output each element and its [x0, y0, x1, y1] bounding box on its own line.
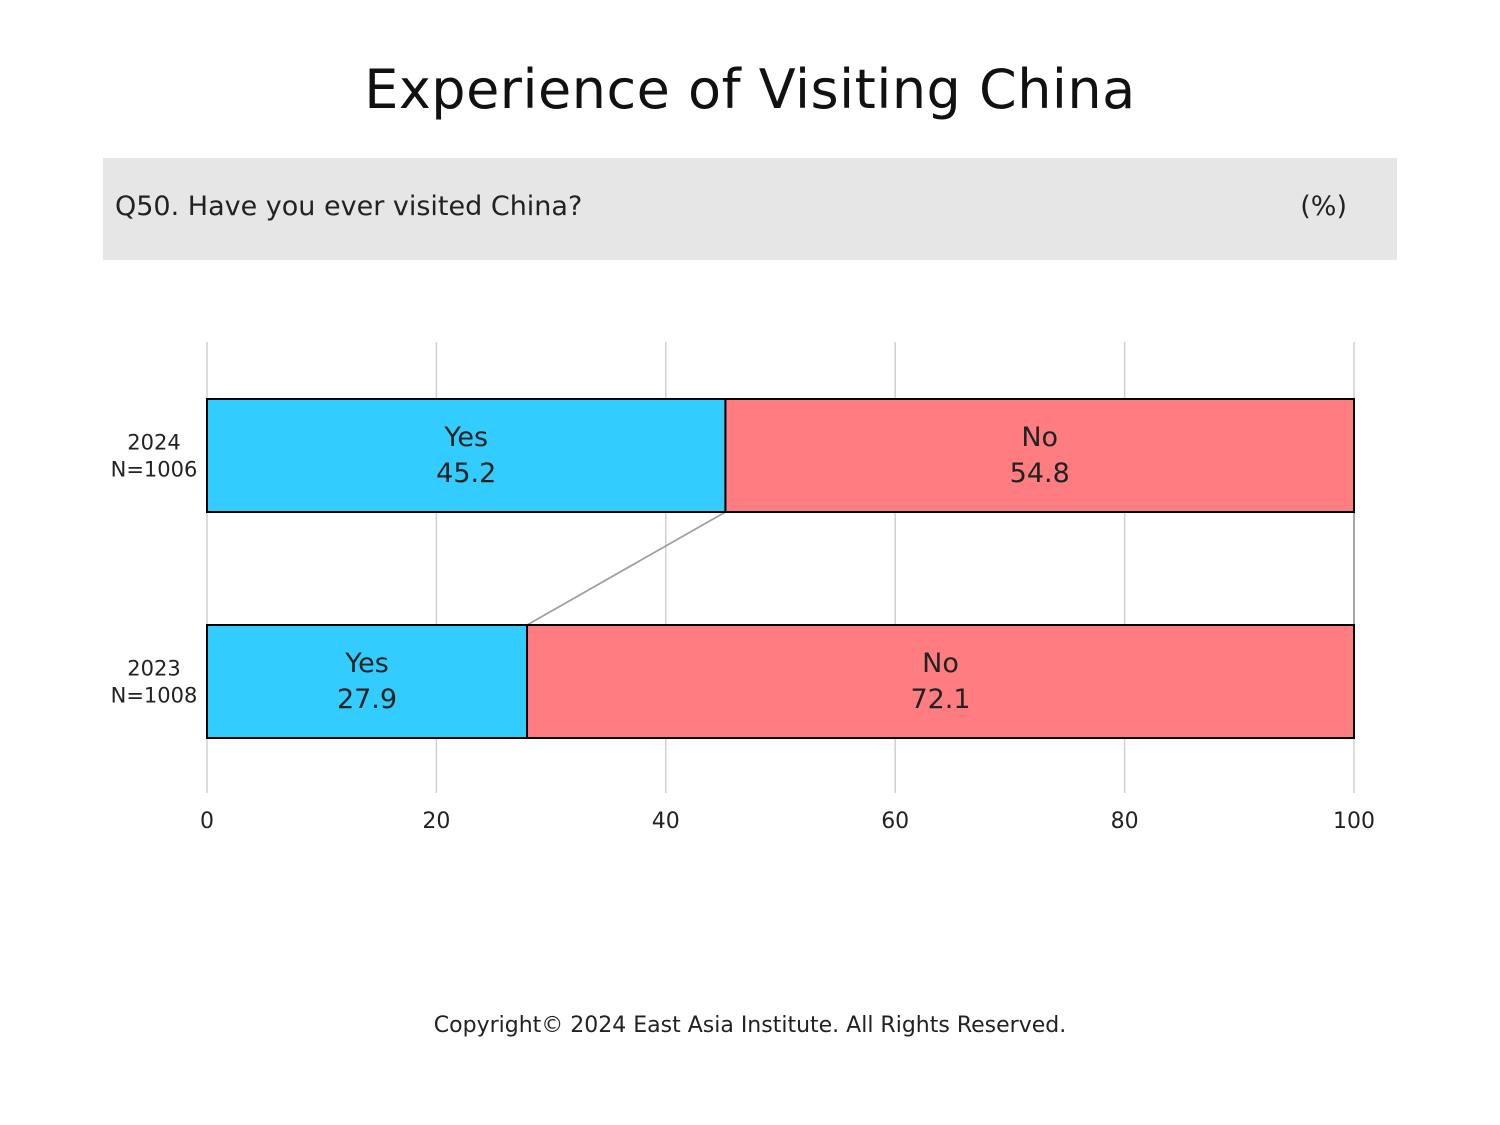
segment-label-yes-2024: Yes — [443, 422, 488, 453]
question-text: Q50. Have you ever visited China? — [115, 191, 583, 222]
x-tick-label-100: 100 — [1333, 809, 1375, 834]
bar-no-2024 — [724, 398, 1355, 513]
x-tick-label-0: 0 — [200, 809, 214, 834]
segment-label-yes-2023: Yes — [344, 648, 389, 679]
data-label-yes-2023: 27.9 — [337, 684, 397, 715]
segment-label-no-2024: No — [1021, 422, 1058, 453]
data-label-no-2023: 72.1 — [910, 684, 970, 715]
question-band: Q50. Have you ever visited China? (%) — [103, 158, 1397, 260]
category-label-n-2024: N=1006 — [111, 458, 198, 482]
x-tick-label-60: 60 — [881, 809, 909, 834]
chart-title: Experience of Visiting China — [364, 58, 1136, 121]
x-tick-label-80: 80 — [1111, 809, 1139, 834]
connector-line-yes-no — [526, 511, 726, 626]
bar-no-2023 — [526, 624, 1355, 739]
unit-label: (%) — [1300, 191, 1347, 222]
data-label-yes-2024: 45.2 — [436, 458, 496, 489]
x-tick-label-40: 40 — [652, 809, 680, 834]
x-tick-label-20: 20 — [422, 809, 450, 834]
bar-yes-2024 — [206, 398, 727, 513]
bar-yes-2023 — [206, 624, 529, 739]
category-label-year-2024: 2024 — [127, 431, 180, 455]
data-label-no-2024: 54.8 — [1010, 458, 1070, 489]
segment-label-no-2023: No — [922, 648, 959, 679]
category-label-n-2023: N=1008 — [111, 684, 198, 708]
copyright-notice: Copyright© 2024 East Asia Institute. All… — [433, 1013, 1067, 1038]
category-label-year-2023: 2023 — [127, 657, 180, 681]
stacked-bar-chart: 0 20 40 60 80 100 Yes 45.2 No 54.8 2024 N=1006 Yes 27… — [111, 342, 1375, 834]
